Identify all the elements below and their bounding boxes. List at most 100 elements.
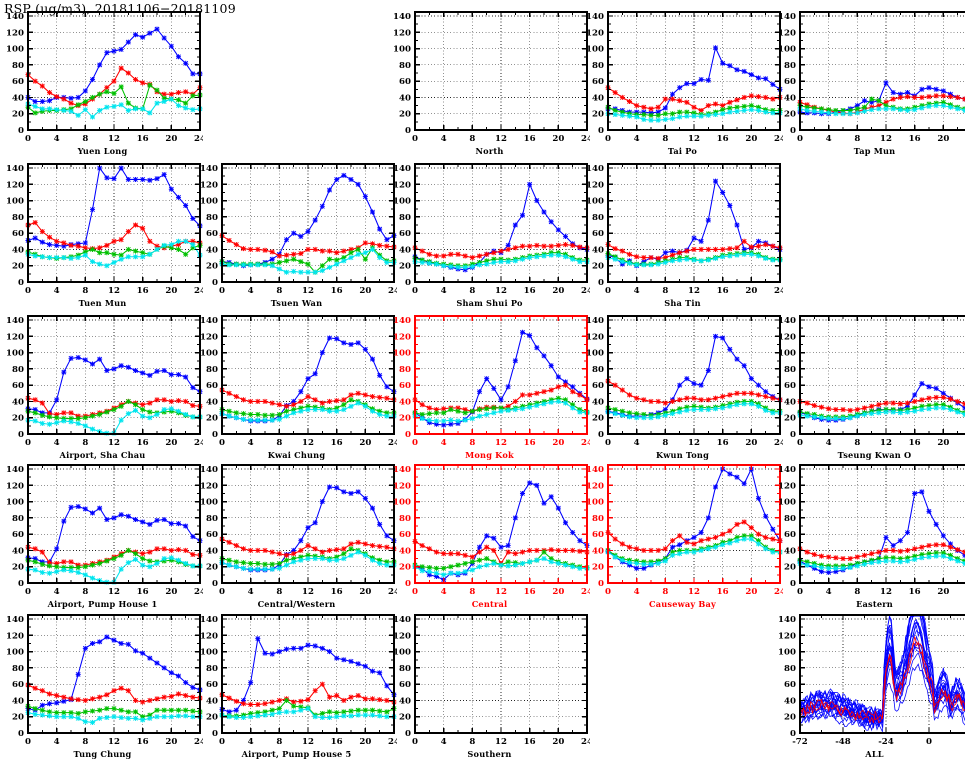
svg-text:40: 40 xyxy=(592,245,604,255)
svg-text:4: 4 xyxy=(54,737,60,747)
svg-text:24: 24 xyxy=(774,438,783,448)
svg-text:100: 100 xyxy=(200,648,218,658)
svg-text:20: 20 xyxy=(784,563,796,573)
svg-text:80: 80 xyxy=(784,61,796,71)
svg-text:80: 80 xyxy=(206,365,218,375)
svg-text:4: 4 xyxy=(54,134,60,144)
svg-text:60: 60 xyxy=(12,229,24,239)
panel-tsuen-wan: 0 20 40 60 80 100 120 140 0 4 8 12 16 20 24 Tsuen Wan xyxy=(196,160,397,311)
svg-text:12: 12 xyxy=(495,438,507,448)
svg-text:0: 0 xyxy=(219,438,225,448)
svg-text:12: 12 xyxy=(688,587,700,597)
svg-text:140: 140 xyxy=(778,465,796,475)
svg-text:16: 16 xyxy=(909,134,921,144)
svg-text:24: 24 xyxy=(388,737,397,747)
svg-text:140: 140 xyxy=(586,164,604,174)
svg-text:0: 0 xyxy=(25,286,31,296)
svg-text:8: 8 xyxy=(276,737,282,747)
svg-text:0: 0 xyxy=(18,729,24,739)
svg-text:20: 20 xyxy=(165,587,177,597)
svg-text:0: 0 xyxy=(219,587,225,597)
svg-text:0: 0 xyxy=(25,587,31,597)
svg-text:100: 100 xyxy=(586,498,604,508)
svg-text:8: 8 xyxy=(854,438,860,448)
svg-text:140: 140 xyxy=(200,316,218,326)
svg-text:0: 0 xyxy=(405,579,411,589)
svg-text:40: 40 xyxy=(399,546,411,556)
svg-text:16: 16 xyxy=(524,438,536,448)
svg-text:40: 40 xyxy=(399,245,411,255)
svg-text:12: 12 xyxy=(495,286,507,296)
svg-text:100: 100 xyxy=(200,349,218,359)
svg-text:12: 12 xyxy=(880,587,892,597)
panel-label: Kwai Chung xyxy=(267,450,326,460)
svg-text:120: 120 xyxy=(6,631,24,641)
svg-text:40: 40 xyxy=(784,93,796,103)
svg-text:120: 120 xyxy=(393,631,411,641)
svg-text:20: 20 xyxy=(552,438,564,448)
svg-text:8: 8 xyxy=(662,286,668,296)
svg-text:0: 0 xyxy=(212,579,218,589)
svg-text:60: 60 xyxy=(206,680,218,690)
svg-text:60: 60 xyxy=(399,77,411,87)
svg-text:80: 80 xyxy=(206,213,218,223)
svg-text:40: 40 xyxy=(784,546,796,556)
svg-text:-24: -24 xyxy=(878,737,894,747)
svg-text:8: 8 xyxy=(82,737,88,747)
panel-airport-pump-house-5: 0 20 40 60 80 100 120 140 0 4 8 12 16 20 24 Airport, Pu… xyxy=(196,611,397,762)
svg-text:20: 20 xyxy=(399,262,411,272)
svg-text:0: 0 xyxy=(25,737,31,747)
svg-text:0: 0 xyxy=(797,438,803,448)
svg-text:8: 8 xyxy=(469,737,475,747)
svg-text:0: 0 xyxy=(412,587,418,597)
svg-text:60: 60 xyxy=(784,530,796,540)
svg-text:120: 120 xyxy=(6,332,24,342)
svg-text:0: 0 xyxy=(18,126,24,136)
svg-text:4: 4 xyxy=(634,134,640,144)
panel-sha-tin: 0 20 40 60 80 100 120 140 0 4 8 12 16 20 24 Sha Tin xyxy=(582,160,783,311)
svg-text:12: 12 xyxy=(108,737,120,747)
svg-text:12: 12 xyxy=(495,737,507,747)
svg-text:120: 120 xyxy=(586,481,604,491)
svg-text:140: 140 xyxy=(586,12,604,22)
svg-text:24: 24 xyxy=(774,587,783,597)
svg-text:100: 100 xyxy=(6,498,24,508)
svg-text:100: 100 xyxy=(6,197,24,207)
svg-text:100: 100 xyxy=(586,349,604,359)
svg-text:40: 40 xyxy=(592,546,604,556)
svg-text:0: 0 xyxy=(797,587,803,597)
svg-text:16: 16 xyxy=(137,587,149,597)
svg-text:8: 8 xyxy=(276,587,282,597)
svg-text:16: 16 xyxy=(524,134,536,144)
panel-label: Sham Shui Po xyxy=(456,298,523,308)
panel-label: Causeway Bay xyxy=(649,599,716,609)
svg-text:100: 100 xyxy=(778,45,796,55)
svg-text:20: 20 xyxy=(399,713,411,723)
svg-text:0: 0 xyxy=(412,438,418,448)
svg-text:24: 24 xyxy=(194,587,203,597)
svg-text:60: 60 xyxy=(784,680,796,690)
svg-text:80: 80 xyxy=(12,61,24,71)
svg-text:140: 140 xyxy=(393,164,411,174)
svg-text:40: 40 xyxy=(12,546,24,556)
svg-text:16: 16 xyxy=(331,587,343,597)
svg-text:4: 4 xyxy=(441,134,447,144)
svg-text:4: 4 xyxy=(248,587,254,597)
svg-text:120: 120 xyxy=(200,481,218,491)
svg-text:0: 0 xyxy=(598,278,604,288)
svg-text:0: 0 xyxy=(605,438,611,448)
svg-text:140: 140 xyxy=(6,316,24,326)
panel-label: Southern xyxy=(467,749,512,759)
svg-text:20: 20 xyxy=(745,134,757,144)
svg-text:16: 16 xyxy=(524,587,536,597)
svg-text:80: 80 xyxy=(592,61,604,71)
svg-text:40: 40 xyxy=(399,696,411,706)
svg-text:80: 80 xyxy=(399,365,411,375)
svg-text:20: 20 xyxy=(399,110,411,120)
svg-text:140: 140 xyxy=(6,164,24,174)
svg-text:24: 24 xyxy=(581,587,590,597)
svg-text:80: 80 xyxy=(206,514,218,524)
svg-text:0: 0 xyxy=(412,134,418,144)
svg-text:20: 20 xyxy=(399,414,411,424)
svg-text:120: 120 xyxy=(778,332,796,342)
